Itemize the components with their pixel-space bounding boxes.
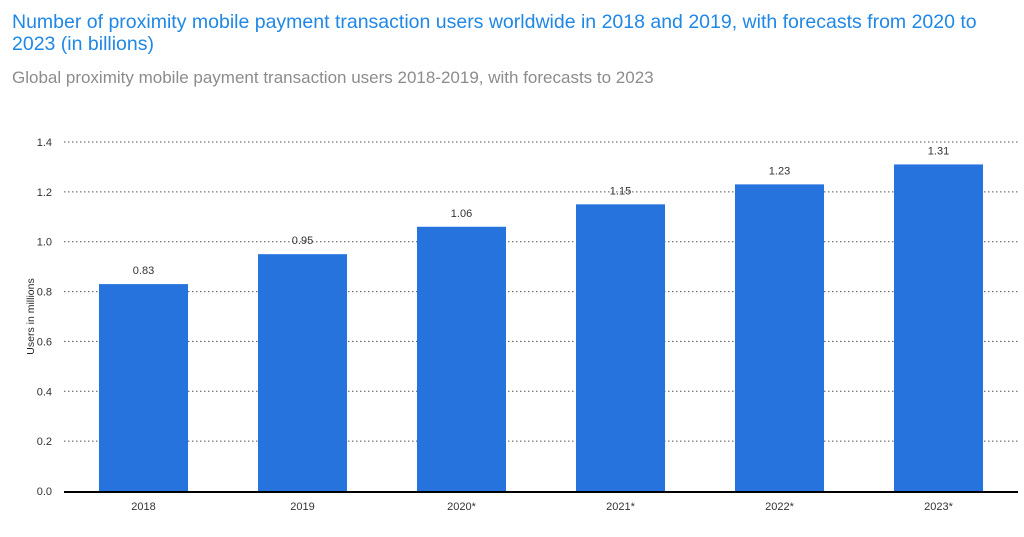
bar — [98, 284, 189, 491]
y-tick-label: 0.0 — [37, 486, 52, 498]
y-tick-label: 0.6 — [37, 336, 52, 348]
x-tick-label: 2020* — [447, 501, 476, 513]
bar — [734, 184, 825, 491]
x-tick-label: 2019 — [290, 501, 314, 513]
data-label: 0.95 — [292, 235, 313, 247]
y-tick-label: 0.4 — [37, 386, 52, 398]
bar — [575, 204, 666, 492]
chart-subtitle: Global proximity mobile payment transact… — [12, 68, 654, 87]
data-label: 1.06 — [451, 208, 472, 220]
data-label: 1.31 — [928, 145, 949, 157]
data-label: 1.23 — [769, 165, 790, 177]
x-tick-label: 2018 — [131, 501, 155, 513]
x-tick-label: 2022* — [765, 501, 794, 513]
x-tick-label: 2023* — [924, 501, 953, 513]
bar — [893, 164, 984, 491]
bar — [416, 226, 507, 491]
chart-title: Number of proximity mobile payment trans… — [12, 11, 977, 55]
bar — [257, 254, 348, 491]
data-label: 0.83 — [133, 265, 154, 277]
data-label: 1.15 — [610, 185, 631, 197]
y-tick-label: 1.4 — [37, 137, 52, 149]
y-tick-label: 1.2 — [37, 187, 52, 199]
y-axis-label: Users in millions — [25, 278, 37, 354]
y-tick-label: 0.8 — [37, 287, 52, 299]
y-tick-label: 0.2 — [37, 436, 52, 448]
y-tick-label: 1.0 — [37, 237, 52, 249]
x-tick-label: 2021* — [606, 501, 635, 513]
